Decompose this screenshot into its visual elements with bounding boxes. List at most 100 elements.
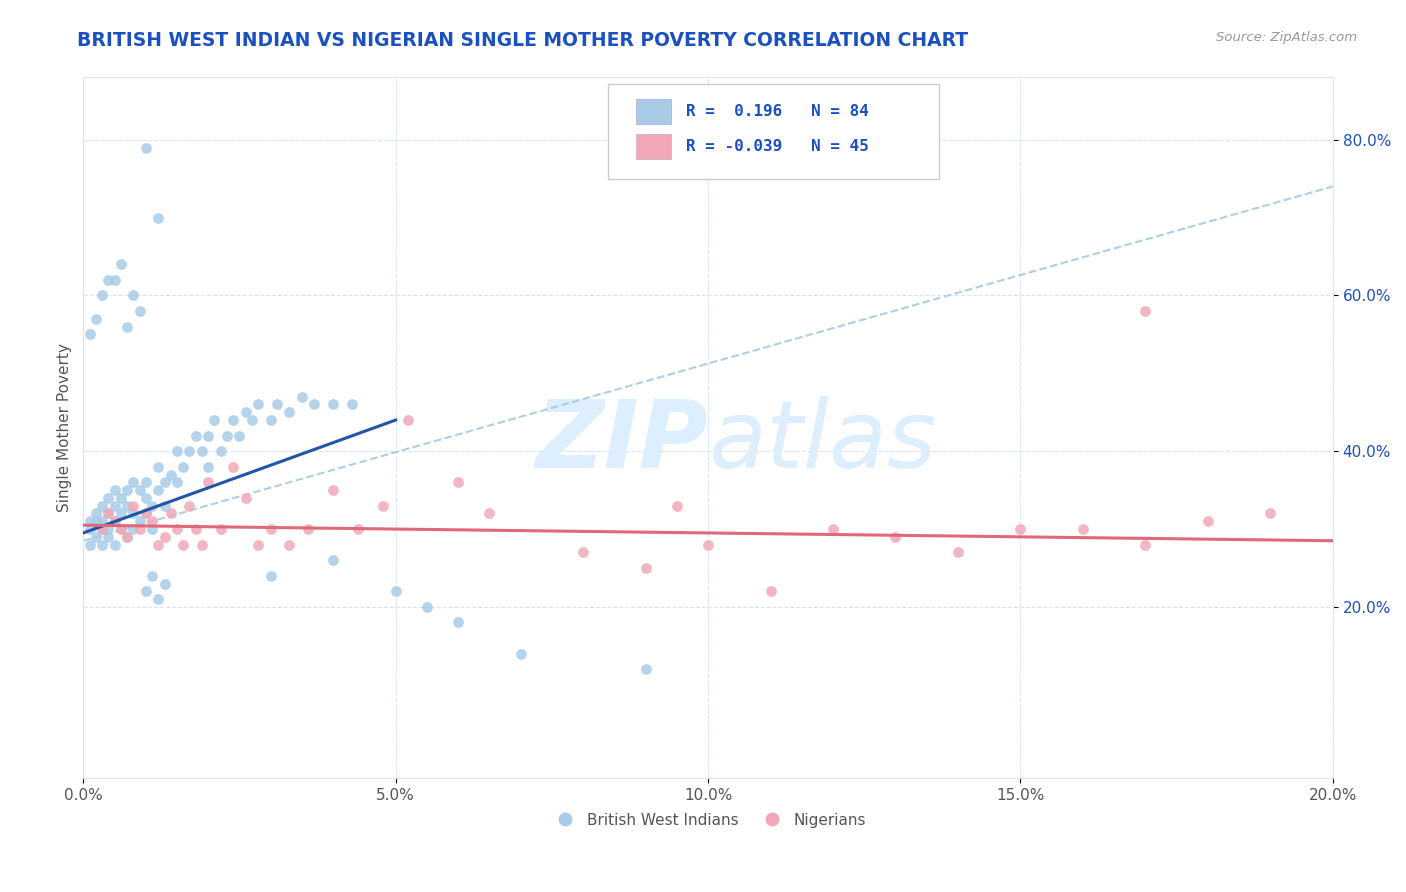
Point	[97, 273, 120, 287]
Point	[128, 483, 150, 497]
Text: atlas: atlas	[709, 396, 936, 487]
Text: R =  0.196   N = 84: R = 0.196 N = 84	[686, 104, 869, 120]
Point	[1197, 514, 1219, 528]
Point	[141, 522, 163, 536]
Point	[135, 507, 157, 521]
Point	[115, 530, 138, 544]
Point	[148, 211, 170, 225]
Point	[304, 397, 326, 411]
Text: BRITISH WEST INDIAN VS NIGERIAN SINGLE MOTHER POVERTY CORRELATION CHART: BRITISH WEST INDIAN VS NIGERIAN SINGLE M…	[77, 31, 969, 50]
Point	[209, 522, 232, 536]
FancyBboxPatch shape	[636, 134, 671, 160]
Point	[122, 499, 145, 513]
Point	[153, 576, 176, 591]
Point	[1258, 507, 1281, 521]
Point	[91, 538, 114, 552]
Point	[153, 475, 176, 490]
Point	[135, 507, 157, 521]
Point	[509, 647, 531, 661]
Text: R = -0.039   N = 45: R = -0.039 N = 45	[686, 139, 869, 154]
Point	[191, 538, 214, 552]
Point	[222, 459, 245, 474]
Point	[148, 538, 170, 552]
Point	[115, 530, 138, 544]
Point	[278, 405, 301, 419]
Point	[103, 273, 125, 287]
Point	[141, 514, 163, 528]
Point	[215, 428, 238, 442]
Point	[103, 483, 125, 497]
Point	[447, 475, 470, 490]
Point	[197, 475, 219, 490]
Point	[278, 538, 301, 552]
Point	[291, 390, 314, 404]
Point	[322, 553, 344, 567]
Point	[79, 514, 101, 528]
Point	[204, 413, 226, 427]
Point	[103, 499, 125, 513]
Point	[447, 615, 470, 630]
Point	[97, 491, 120, 505]
Point	[122, 507, 145, 521]
Point	[91, 522, 114, 536]
Point	[235, 491, 257, 505]
Point	[572, 545, 595, 559]
Point	[297, 522, 319, 536]
Point	[228, 428, 250, 442]
Point	[128, 522, 150, 536]
Point	[110, 491, 132, 505]
Point	[634, 561, 657, 575]
FancyBboxPatch shape	[636, 99, 671, 124]
Point	[235, 405, 257, 419]
Text: Source: ZipAtlas.com: Source: ZipAtlas.com	[1216, 31, 1357, 45]
Point	[247, 397, 270, 411]
Point	[84, 507, 107, 521]
Point	[91, 288, 114, 302]
Point	[166, 444, 188, 458]
Point	[416, 599, 439, 614]
Point	[166, 475, 188, 490]
Point	[166, 522, 188, 536]
Point	[122, 522, 145, 536]
Point	[260, 413, 283, 427]
Point	[1135, 538, 1157, 552]
Point	[159, 467, 181, 482]
Point	[135, 475, 157, 490]
Point	[478, 507, 501, 521]
Point	[946, 545, 969, 559]
Point	[396, 413, 419, 427]
Point	[84, 514, 107, 528]
Point	[179, 499, 201, 513]
Point	[122, 475, 145, 490]
Point	[172, 538, 194, 552]
Point	[240, 413, 263, 427]
Point	[209, 444, 232, 458]
Point	[110, 522, 132, 536]
Point	[103, 514, 125, 528]
Point	[347, 522, 370, 536]
Point	[153, 530, 176, 544]
Point	[184, 522, 207, 536]
Point	[141, 499, 163, 513]
Point	[79, 538, 101, 552]
Point	[697, 538, 720, 552]
Point	[1071, 522, 1094, 536]
Point	[821, 522, 844, 536]
Point	[141, 568, 163, 582]
Point	[260, 522, 283, 536]
Point	[184, 428, 207, 442]
Point	[197, 459, 219, 474]
Y-axis label: Single Mother Poverty: Single Mother Poverty	[58, 343, 72, 512]
Point	[153, 499, 176, 513]
Point	[128, 514, 150, 528]
Point	[172, 459, 194, 474]
Point	[1010, 522, 1032, 536]
Point	[373, 499, 395, 513]
Point	[79, 522, 101, 536]
Point	[91, 514, 114, 528]
Point	[759, 584, 782, 599]
Text: ZIP: ZIP	[536, 396, 709, 488]
Point	[247, 538, 270, 552]
Point	[97, 530, 120, 544]
Point	[115, 483, 138, 497]
